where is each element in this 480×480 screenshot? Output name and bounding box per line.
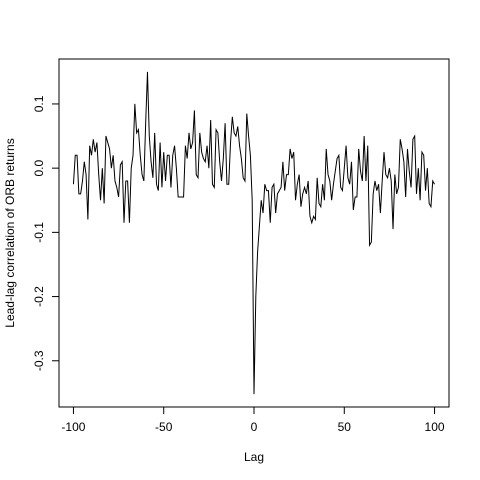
y-tick-label: -0.3 — [32, 350, 46, 371]
y-tick-label: 0.1 — [32, 95, 46, 112]
x-tick-label: -50 — [155, 420, 173, 434]
y-tick-label: 0.0 — [32, 159, 46, 176]
x-tick-label: 100 — [425, 420, 445, 434]
y-tick-label: -0.2 — [32, 286, 46, 307]
x-tick-label: 50 — [338, 420, 352, 434]
y-tick-label: -0.1 — [32, 222, 46, 243]
x-tick-label: 0 — [251, 420, 258, 434]
x-tick-label: -100 — [61, 420, 85, 434]
series-line — [72, 71, 435, 395]
y-axis-label: Lead-lag correlation of ORB returns — [3, 138, 17, 327]
x-axis-label: Lag — [244, 450, 264, 464]
